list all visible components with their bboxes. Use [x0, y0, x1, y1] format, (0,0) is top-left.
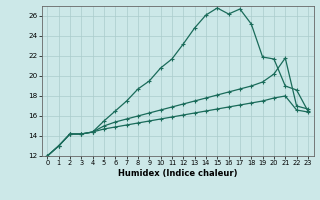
X-axis label: Humidex (Indice chaleur): Humidex (Indice chaleur): [118, 169, 237, 178]
